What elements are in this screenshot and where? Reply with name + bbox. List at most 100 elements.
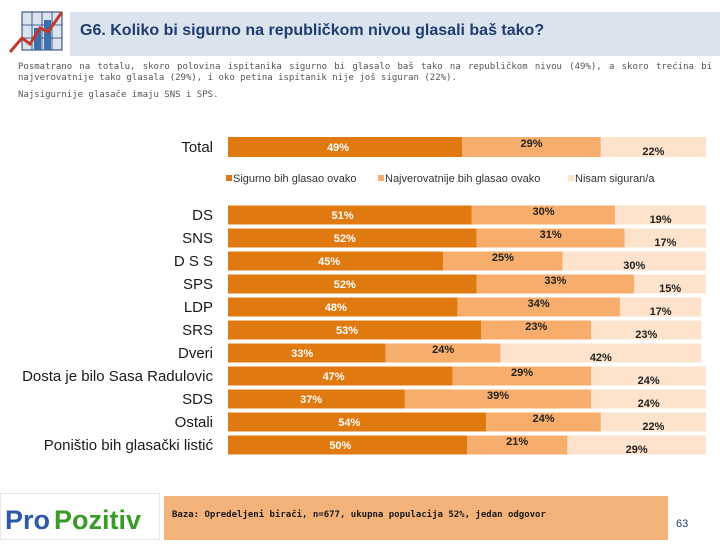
party-row-5-value-3: 17% [650,306,672,318]
party-row-2-bar-2 [476,228,625,248]
propozitiv-logo: Pro Pozitiv [0,492,161,541]
party-row-8-value-1: 47% [323,371,345,383]
party-row-4-value-2: 33% [544,275,566,287]
legend-label-1: Sigurno bih glasao ovako [233,173,357,185]
party-row-11-value-3: 29% [626,444,648,456]
party-row-6-bar-1 [228,320,482,340]
party-row-2-label: SNS [182,230,213,247]
party-row-10-value-3: 22% [642,421,664,433]
party-row-6-bar-3 [591,320,702,340]
party-row-4-value-1: 52% [334,279,356,291]
party-row-2-bar-3 [624,228,706,248]
party-row-11-bar-2 [467,435,568,455]
party-row-7-value-2: 24% [432,344,454,356]
legend-label-2: Najverovatnije bih glasao ovako [385,173,540,185]
party-row-5-value-2: 34% [528,298,550,310]
party-row-2-value-2: 31% [540,229,562,241]
total-row-bar-3 [600,137,706,157]
party-row-7-label: Dveri [178,345,213,362]
footnote-box: Baza: Opredeljeni birači, n=677, ukupna … [164,496,668,540]
legend-swatch-2 [378,175,384,181]
party-row-8-bar-2 [452,366,592,386]
party-row-1-bar-1 [228,205,472,225]
party-row-9-value-1: 37% [300,394,322,406]
party-row-9-value-3: 24% [638,398,660,410]
total-row-value-1: 49% [327,142,349,154]
total-row-value-2: 29% [521,138,543,150]
party-row-1-label: DS [192,207,213,224]
party-row-9-value-2: 39% [487,390,509,402]
party-row-10-bar-3 [600,412,706,432]
party-row-10-bar-2 [486,412,601,432]
stacked-bar-chart: Total 49% 29% 22% Sigurno bih glasao ovako Na… [22,137,706,456]
party-row-6-value-2: 23% [525,321,547,333]
party-row-1-bar-2 [471,205,616,225]
party-row-3-bar-1 [228,251,444,271]
party-row-1-value-2: 30% [532,206,554,218]
party-row-2-value-3: 17% [654,237,676,249]
party-row-10-value-1: 54% [338,417,360,429]
total-row-value-3: 22% [642,146,664,158]
party-row-9-bar-2 [404,389,592,409]
total-row-bar-1 [228,137,463,157]
party-row-1-value-3: 19% [650,214,672,226]
party-row-8-bar-3 [591,366,706,386]
page-title: G6. Koliko bi sigurno na republičkom niv… [80,22,545,39]
party-row-5-bar-1 [228,297,458,317]
description-text: Posmatrano na totalu, skoro polovina isp… [18,62,712,83]
party-row-7-value-3: 42% [590,352,612,364]
party-row-9-bar-1 [228,389,405,409]
party-row-7-value-1: 33% [291,348,313,360]
party-row-8-label: Dosta je bilo Sasa Radulovic [22,368,213,385]
logo-text-pozitiv: Pozitiv [54,505,141,535]
party-row-10-label: Ostali [175,414,213,431]
party-row-11-bar-3 [567,435,706,455]
page-number: 63 [676,518,689,530]
party-row-3-value-2: 25% [492,252,514,264]
party-row-5-bar-2 [457,297,620,317]
party-row-11-bar-1 [228,435,467,455]
party-row-8-value-3: 24% [638,375,660,387]
legend-swatch-3 [568,175,574,181]
party-row-10-value-2: 24% [532,413,554,425]
party-row-7-bar-1 [228,343,386,363]
party-row-8-value-2: 29% [511,367,533,379]
party-row-2-bar-1 [228,228,477,248]
party-row-1-bar-3 [615,205,706,225]
party-row-4-bar-1 [228,274,477,294]
party-row-4-value-3: 15% [659,283,681,295]
party-row-5-label: LDP [184,299,213,316]
party-row-6-bar-2 [481,320,592,340]
legend-label-3: Nisam siguran/a [575,173,655,185]
party-row-7-bar-3 [500,343,702,363]
party-row-3-bar-3 [562,251,706,271]
party-row-11-value-2: 21% [506,436,528,448]
party-row-4-bar-2 [476,274,635,294]
party-row-7-bar-2 [385,343,501,363]
logo-text-pro: Pro [5,505,50,535]
party-row-3-label: D S S [174,253,213,270]
description-text-2: Najsigurnije glasače imaju SNS i SPS. [18,90,219,100]
party-row-8-bar-1 [228,366,453,386]
party-row-1-value-1: 51% [332,210,354,222]
header-bar [70,12,720,56]
party-row-5-value-1: 48% [325,302,347,314]
total-row-bar-2 [462,137,601,157]
party-row-9-label: SDS [182,391,213,408]
party-row-3-value-1: 45% [318,256,340,268]
party-row-9-bar-3 [591,389,706,409]
party-row-6-label: SRS [182,322,213,339]
total-row-label: Total [181,139,213,156]
party-row-3-bar-2 [443,251,563,271]
party-row-10-bar-1 [228,412,487,432]
party-row-11-value-1: 50% [329,440,351,452]
party-row-3-value-3: 30% [623,260,645,272]
party-row-11-label: Poništio bih glasački listić [44,437,214,454]
party-row-5-bar-3 [619,297,702,317]
party-row-6-value-1: 53% [336,325,358,337]
footnote-text: Baza: Opredeljeni birači, n=677, ukupna … [172,510,546,520]
party-row-4-label: SPS [183,276,213,293]
chart-logo-icon [8,8,66,58]
party-row-2-value-1: 52% [334,233,356,245]
party-row-6-value-3: 23% [635,329,657,341]
